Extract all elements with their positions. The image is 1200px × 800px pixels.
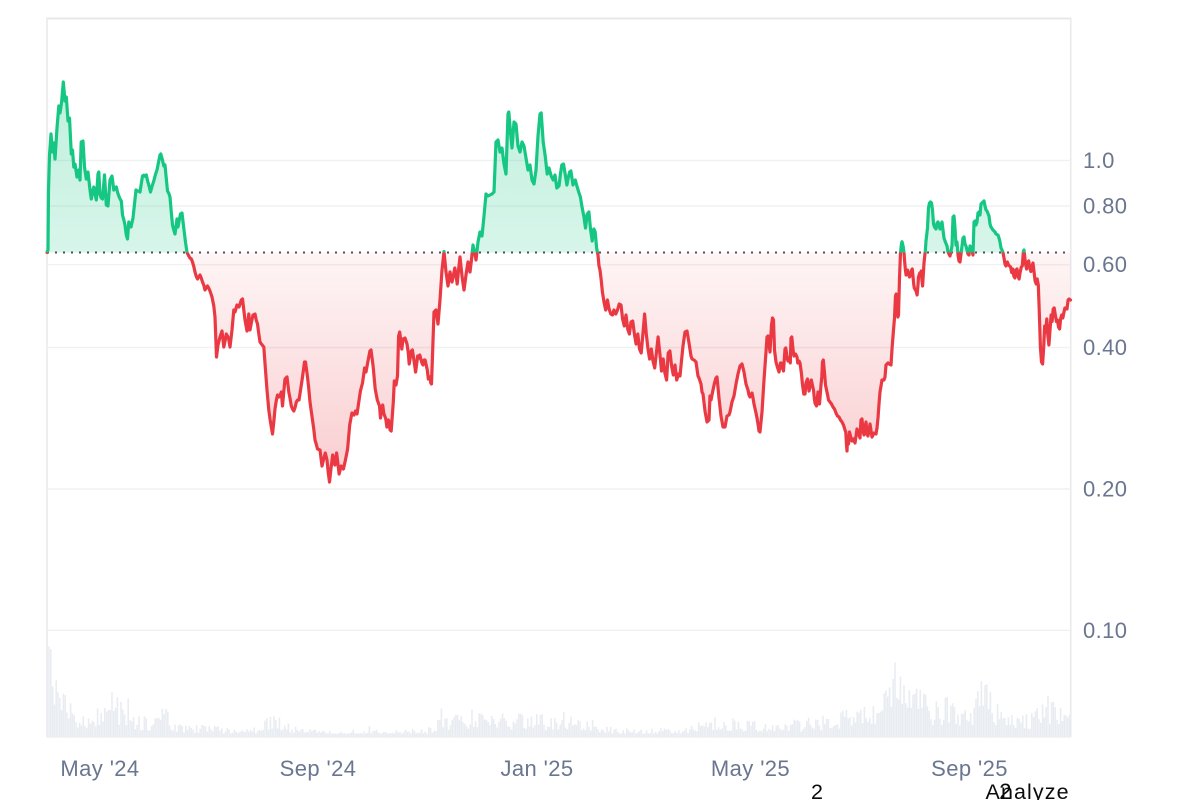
svg-text:May '24: May '24 xyxy=(60,756,139,781)
svg-text:Jan '25: Jan '25 xyxy=(500,756,573,781)
svg-text:2: 2 xyxy=(811,780,823,800)
svg-text:Analyze: Analyze xyxy=(986,780,1070,800)
svg-text:May '25: May '25 xyxy=(711,756,790,781)
svg-text:0.40: 0.40 xyxy=(1083,335,1127,360)
svg-text:1.0: 1.0 xyxy=(1083,148,1115,173)
svg-text:0.60: 0.60 xyxy=(1083,252,1127,277)
svg-text:0.10: 0.10 xyxy=(1083,618,1127,643)
svg-text:Sep '25: Sep '25 xyxy=(931,756,1008,781)
svg-text:Sep '24: Sep '24 xyxy=(280,756,357,781)
svg-text:2: 2 xyxy=(999,779,1011,800)
svg-text:0.80: 0.80 xyxy=(1083,194,1127,219)
svg-text:0.20: 0.20 xyxy=(1083,477,1127,502)
